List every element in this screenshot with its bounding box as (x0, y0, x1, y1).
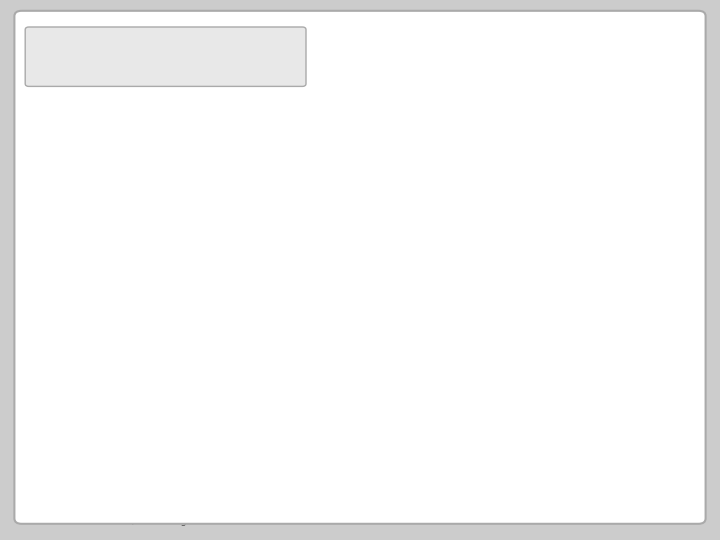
Text: Current: Current (226, 290, 317, 309)
Text: Leverage:: Leverage: (58, 369, 190, 393)
Text: The ability to finance an investment: The ability to finance an investment (184, 369, 667, 393)
Text: © 2007 Prentice Hall, Inc. All rights reserved.: © 2007 Prentice Hall, Inc. All rights re… (29, 516, 251, 526)
Text: Assets: Assets (317, 241, 390, 261)
Text: through borrowed funds: through borrowed funds (197, 407, 523, 430)
Text: Short-Term: Short-Term (275, 110, 445, 138)
Text: Liabilities: Liabilities (317, 290, 423, 309)
Text: 16: 16 (679, 516, 691, 526)
Text: Current Ratio:: Current Ratio: (271, 192, 449, 213)
Text: Current: Current (226, 241, 317, 261)
Text: Solvency Ratios: Solvency Ratios (50, 34, 323, 63)
